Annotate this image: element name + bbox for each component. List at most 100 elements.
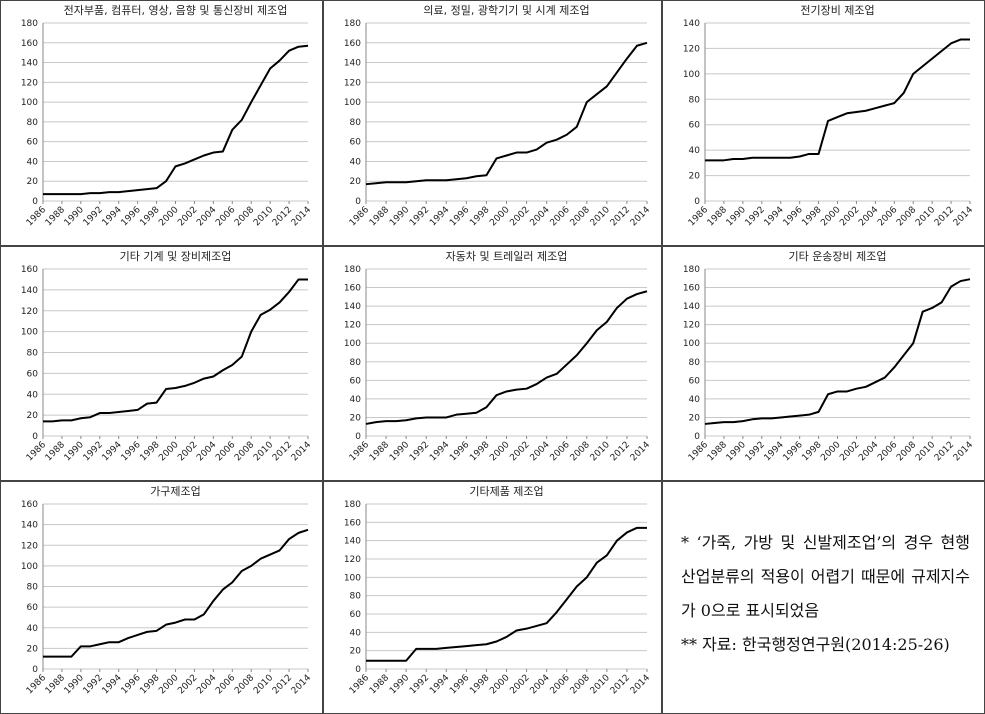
x-tick-label: 1986 — [348, 440, 371, 463]
x-tick-label: 2008 — [233, 673, 256, 696]
y-tick-label: 20 — [689, 172, 701, 182]
x-tick-label: 1986 — [25, 440, 48, 463]
x-tick-label: 2008 — [233, 440, 256, 463]
x-tick-label: 2008 — [233, 205, 256, 228]
x-tick-label: 1994 — [101, 205, 124, 228]
x-tick-label: 2010 — [914, 440, 937, 463]
y-tick-label: 140 — [344, 537, 361, 547]
x-tick-label: 1998 — [800, 440, 823, 463]
x-tick-label: 1990 — [725, 440, 748, 463]
x-tick-label: 1998 — [468, 673, 491, 696]
x-tick-label: 2000 — [488, 440, 511, 463]
y-tick-label: 0 — [694, 432, 700, 442]
y-tick-label: 100 — [344, 98, 361, 108]
x-tick-label: 2010 — [589, 440, 612, 463]
y-tick-label: 80 — [350, 592, 362, 602]
x-tick-label: 1992 — [408, 673, 431, 696]
x-tick-label: 1990 — [725, 205, 748, 228]
note: ** 자료: 한국행정연구원(2014:25-26) — [681, 635, 950, 654]
x-tick-label: 2008 — [569, 440, 592, 463]
x-tick-label: 2002 — [508, 673, 531, 696]
x-tick-label: 1996 — [448, 440, 471, 463]
y-tick-label: 0 — [355, 197, 361, 207]
y-tick-label: 80 — [27, 583, 39, 593]
y-tick-label: 40 — [350, 157, 362, 167]
x-tick-label: 1994 — [763, 205, 786, 228]
y-tick-label: 180 — [344, 19, 361, 29]
data-line — [43, 278, 308, 423]
chart-title: 기타 기계 및 장비제조업 — [120, 250, 232, 263]
x-tick-label: 1988 — [44, 673, 67, 696]
x-tick-label: 2004 — [857, 205, 880, 228]
x-tick-label: 2010 — [252, 205, 275, 228]
x-tick-label: 2008 — [569, 205, 592, 228]
y-tick-label: 60 — [27, 369, 39, 379]
x-tick-label: 2014 — [290, 440, 313, 463]
y-tick-label: 100 — [344, 339, 361, 349]
y-tick-label: 0 — [355, 432, 361, 442]
x-tick-label: 1996 — [119, 673, 142, 696]
x-tick-label: 2012 — [271, 673, 294, 696]
x-tick-label: 2010 — [914, 205, 937, 228]
y-tick-label: 100 — [683, 70, 700, 80]
x-tick-label: 2002 — [176, 205, 199, 228]
x-tick-label: 1986 — [25, 673, 48, 696]
y-tick-label: 40 — [350, 395, 362, 405]
chart: 전기장비 제조업02040608010012014019861988199019… — [683, 4, 976, 228]
x-tick-label: 1996 — [448, 205, 471, 228]
x-tick-label: 1990 — [63, 673, 86, 696]
y-tick-label: 80 — [689, 358, 701, 368]
y-tick-label: 180 — [21, 19, 38, 29]
y-tick-label: 80 — [27, 349, 39, 359]
data-line — [365, 41, 648, 186]
x-tick-label: 2010 — [589, 673, 612, 696]
x-tick-label: 2014 — [952, 205, 975, 228]
data-line — [43, 528, 309, 658]
x-tick-label: 1988 — [44, 205, 67, 228]
y-tick-label: 120 — [683, 321, 700, 331]
x-tick-label: 1996 — [781, 205, 804, 228]
chart-title: 전자부품, 컴퓨터, 영상, 음향 및 통신장비 제조업 — [64, 4, 288, 17]
y-tick-label: 120 — [21, 541, 38, 551]
y-tick-label: 180 — [683, 265, 700, 275]
y-tick-label: 100 — [21, 328, 38, 338]
y-tick-label: 120 — [344, 78, 361, 88]
y-tick-label: 140 — [344, 59, 361, 69]
x-tick-label: 1996 — [448, 673, 471, 696]
data-line — [43, 44, 309, 196]
x-tick-label: 2006 — [549, 673, 572, 696]
y-tick-label: 160 — [683, 284, 700, 294]
x-tick-label: 2012 — [271, 440, 294, 463]
y-tick-label: 80 — [350, 358, 362, 368]
x-tick-label: 2004 — [528, 205, 551, 228]
x-tick-label: 1994 — [428, 673, 451, 696]
y-tick-label: 160 — [344, 518, 361, 528]
x-tick-label: 2000 — [819, 205, 842, 228]
y-tick-label: 60 — [350, 610, 362, 620]
x-tick-label: 1992 — [82, 673, 105, 696]
x-tick-label: 1990 — [388, 440, 411, 463]
chart-panel: 자동차 및 트레일러 제조업 0 20 40 60 80 100 120 140 160 180 19… — [323, 246, 662, 481]
x-tick-label: 2012 — [609, 205, 632, 228]
x-tick-label: 2006 — [549, 440, 572, 463]
y-tick-label: 20 — [689, 413, 701, 423]
x-tick-label: 2008 — [895, 440, 918, 463]
x-tick-label: 2000 — [157, 205, 180, 228]
x-tick-label: 2014 — [290, 205, 313, 228]
chart: 가구제조업02040608010012014016019861988199019… — [21, 485, 314, 696]
y-tick-label: 160 — [21, 265, 38, 275]
y-tick-label: 60 — [350, 376, 362, 386]
data-line — [365, 290, 648, 425]
x-tick-label: 1992 — [408, 205, 431, 228]
y-tick-label: 160 — [21, 39, 38, 49]
chart-panel: 가구제조업 0 20 40 60 80 100 120 140 160 1986 1988 1990 19… — [0, 481, 323, 714]
x-tick-label: 1990 — [63, 205, 86, 228]
x-tick-label: 1992 — [744, 440, 767, 463]
x-tick-label: 2008 — [895, 205, 918, 228]
y-tick-label: 100 — [683, 339, 700, 349]
x-tick-label: 1992 — [82, 440, 105, 463]
x-tick-label: 1996 — [781, 440, 804, 463]
x-tick-label: 2004 — [195, 673, 218, 696]
x-tick-label: 1994 — [101, 673, 124, 696]
x-tick-label: 2002 — [508, 440, 531, 463]
